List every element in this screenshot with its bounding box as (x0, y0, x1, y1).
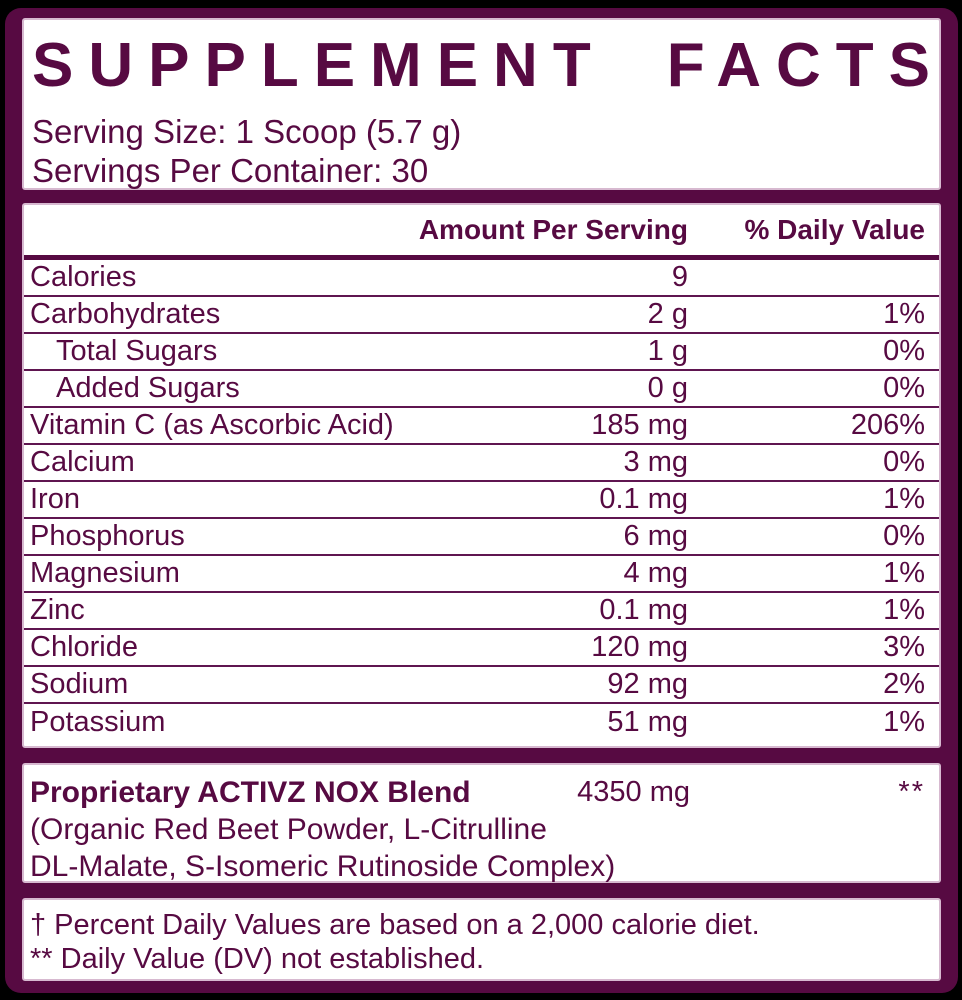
nutrient-name: Sodium (30, 668, 129, 700)
nutrient-name: Calcium (30, 446, 135, 478)
table-row-carbohydrates: Carbohydrates 2 g 1% (24, 297, 939, 334)
table-row-vitamin-c: Vitamin C (as Ascorbic Acid) 185 mg 206% (24, 408, 939, 445)
table-row-zinc: Zinc 0.1 mg 1% (24, 593, 939, 630)
nutrients-table-panel: Amount Per Serving % Daily Value Calorie… (22, 203, 941, 748)
table-header-row: Amount Per Serving % Daily Value (24, 205, 939, 260)
blend-description-line-1: (Organic Red Beet Powder, L-Citrulline (30, 813, 547, 846)
footnote-not-established: ** Daily Value (DV) not established. (30, 943, 485, 975)
nutrient-amount: 4 mg (623, 557, 688, 589)
table-row-potassium: Potassium 51 mg 1% (24, 704, 939, 741)
blend-row: Proprietary ACTIVZ NOX Blend 4350 mg ** (30, 774, 925, 811)
blend-description-line-2: DL-Malate, S-Isomeric Rutinoside Complex… (30, 850, 616, 883)
table-row-magnesium: Magnesium 4 mg 1% (24, 556, 939, 593)
nutrient-dv: 1% (883, 594, 925, 626)
nutrient-amount: 2 g (647, 298, 688, 330)
supplement-facts-label: SUPPLEMENT FACTS Serving Size: 1 Scoop (… (5, 8, 958, 993)
nutrient-amount: 0.1 mg (599, 594, 688, 626)
nutrient-amount: 185 mg (591, 409, 688, 441)
nutrient-dv: 1% (883, 557, 925, 589)
nutrient-dv: 0% (883, 446, 925, 478)
nutrient-amount: 120 mg (591, 631, 688, 663)
nutrient-dv: 1% (883, 483, 925, 515)
nutrient-dv: 1% (883, 706, 925, 738)
nutrient-dv: 3% (883, 631, 925, 663)
servings-per-container-line: Servings Per Container: 30 (32, 152, 429, 189)
nutrient-dv: 0% (883, 520, 925, 552)
nutrient-name: Potassium (30, 706, 166, 738)
nutrient-dv: 0% (883, 335, 925, 367)
nutrient-dv: 0% (883, 372, 925, 404)
table-row-added-sugars: Added Sugars 0 g 0% (24, 371, 939, 408)
nutrient-name: Carbohydrates (30, 298, 221, 330)
table-row-sodium: Sodium 92 mg 2% (24, 667, 939, 704)
nutrient-dv: 2% (883, 668, 925, 700)
nutrient-name: Vitamin C (as Ascorbic Acid) (30, 409, 394, 441)
nutrient-amount: 9 (671, 261, 688, 293)
nutrient-name: Total Sugars (56, 335, 218, 367)
nutrient-amount: 3 mg (623, 446, 688, 478)
nutrient-name: Magnesium (30, 557, 180, 589)
nutrient-name: Chloride (30, 631, 138, 663)
table-row-iron: Iron 0.1 mg 1% (24, 482, 939, 519)
nutrient-dv: 206% (850, 409, 925, 441)
footnotes-panel: † Percent Daily Values are based on a 2,… (22, 898, 941, 981)
column-header-daily-value: % Daily Value (744, 214, 925, 245)
nutrient-amount: 1 g (647, 335, 688, 367)
table-row-total-sugars: Total Sugars 1 g 0% (24, 334, 939, 371)
table-row-calcium: Calcium 3 mg 0% (24, 445, 939, 482)
table-row-calories: Calories 9 (24, 260, 939, 297)
nutrient-amount: 6 mg (623, 520, 688, 552)
blend-dv-asterisks: ** (898, 776, 925, 808)
serving-size-line: Serving Size: 1 Scoop (5.7 g) (32, 113, 462, 150)
nutrient-name: Zinc (30, 594, 85, 626)
nutrient-name: Phosphorus (30, 520, 185, 552)
title-word-supplement: SUPPLEMENT (32, 31, 606, 100)
blend-amount: 4350 mg (577, 776, 690, 808)
nutrient-amount: 51 mg (607, 706, 688, 738)
header-panel: SUPPLEMENT FACTS Serving Size: 1 Scoop (… (22, 18, 941, 190)
nutrient-amount: 0 g (647, 372, 688, 404)
nutrient-amount: 0.1 mg (599, 483, 688, 515)
nutrient-amount: 92 mg (607, 668, 688, 700)
footnote-daily-value: † Percent Daily Values are based on a 2,… (30, 909, 760, 941)
table-row-phosphorus: Phosphorus 6 mg 0% (24, 519, 939, 556)
nutrient-name: Added Sugars (56, 372, 240, 404)
proprietary-blend-panel: Proprietary ACTIVZ NOX Blend 4350 mg ** … (22, 763, 941, 883)
blend-name: Proprietary ACTIVZ NOX Blend (30, 776, 471, 809)
table-row-chloride: Chloride 120 mg 3% (24, 630, 939, 667)
title-word-facts: FACTS (666, 31, 945, 100)
column-header-amount: Amount Per Serving (418, 214, 688, 245)
nutrient-name: Calories (30, 261, 137, 293)
page-title: SUPPLEMENT FACTS (32, 34, 930, 98)
nutrient-name: Iron (30, 483, 80, 515)
nutrient-dv: 1% (883, 298, 925, 330)
serving-info: Serving Size: 1 Scoop (5.7 g) Servings P… (32, 112, 930, 190)
